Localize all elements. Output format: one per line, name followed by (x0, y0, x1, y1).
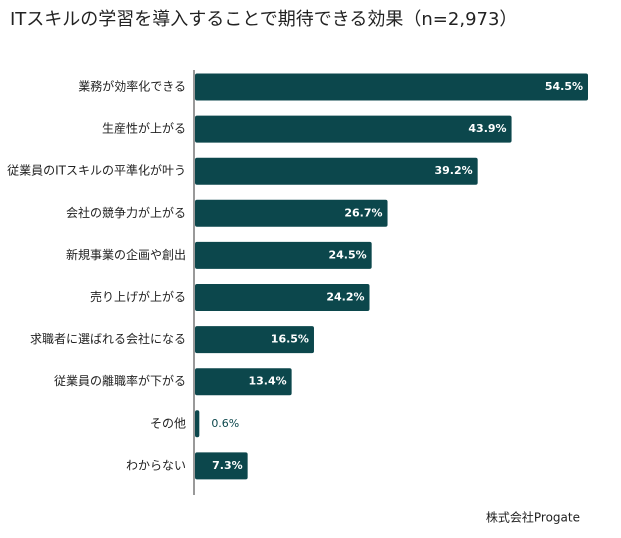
value-label: 0.6% (211, 417, 239, 430)
bar (195, 115, 512, 143)
y-tick-label: 新規事業の企画や創出 (66, 247, 186, 262)
value-label: 16.5% (271, 333, 309, 346)
y-tick-label: 生産性が上がる (102, 121, 186, 136)
bar (195, 157, 478, 185)
y-tick-label: その他 (150, 416, 186, 430)
value-label: 39.2% (434, 164, 472, 177)
y-tick-label: 従業員の離職率が下がる (54, 373, 186, 388)
value-label: 13.4% (248, 375, 286, 388)
source: 株式会社Progate (486, 510, 580, 525)
y-tick-label: 売り上げが上がる (90, 289, 186, 304)
value-label: 26.7% (344, 206, 382, 219)
y-tick-label: 従業員のITスキルの平準化が叶う (7, 163, 186, 178)
y-tick-label: わからない (126, 458, 186, 472)
bar (195, 452, 248, 480)
y-tick-label: 業務が効率化できる (78, 79, 186, 94)
value-label: 54.5% (545, 80, 583, 93)
value-label: 7.3% (212, 459, 243, 472)
bar (195, 241, 372, 269)
bar (195, 284, 370, 311)
bar (195, 410, 200, 438)
chart-title: ITスキルの学習を導入することで期待できる効果（n=2,973） (10, 9, 517, 30)
bar (195, 368, 292, 396)
bar (195, 326, 314, 354)
bar (195, 73, 588, 101)
value-label: 24.2% (326, 291, 364, 304)
y-tick-label: 求職者に選ばれる会社になる (30, 331, 186, 346)
bar (195, 199, 388, 227)
value-label: 24.5% (328, 248, 366, 261)
y-tick-label: 会社の競争力が上がる (66, 205, 186, 220)
value-label: 43.9% (468, 122, 506, 135)
